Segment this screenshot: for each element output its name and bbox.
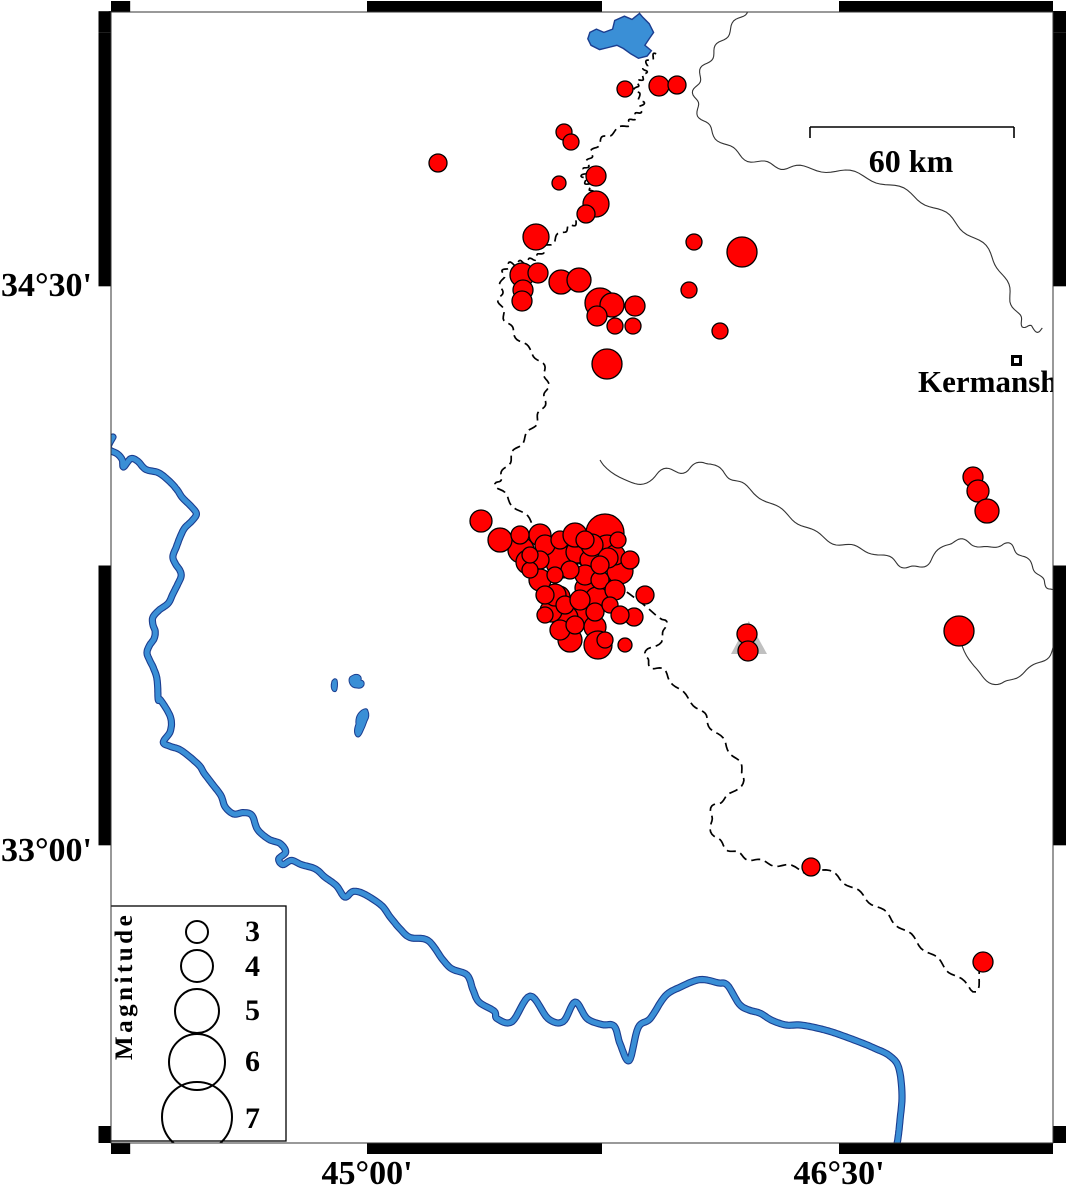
svg-text:60 km: 60 km — [869, 143, 954, 179]
svg-text:7: 7 — [245, 1102, 260, 1135]
svg-text:33°00': 33°00' — [1, 832, 92, 869]
svg-text:5: 5 — [245, 994, 260, 1027]
svg-text:34°30': 34°30' — [1, 267, 92, 304]
svg-text:45°00': 45°00' — [321, 1155, 412, 1191]
svg-text:4: 4 — [245, 950, 260, 983]
svg-text:3: 3 — [245, 915, 260, 948]
svg-text:Kermansh: Kermansh — [918, 364, 1058, 399]
svg-text:6: 6 — [245, 1045, 260, 1078]
svg-text:46°30': 46°30' — [793, 1155, 884, 1191]
svg-text:Magnitude: Magnitude — [111, 912, 138, 1060]
